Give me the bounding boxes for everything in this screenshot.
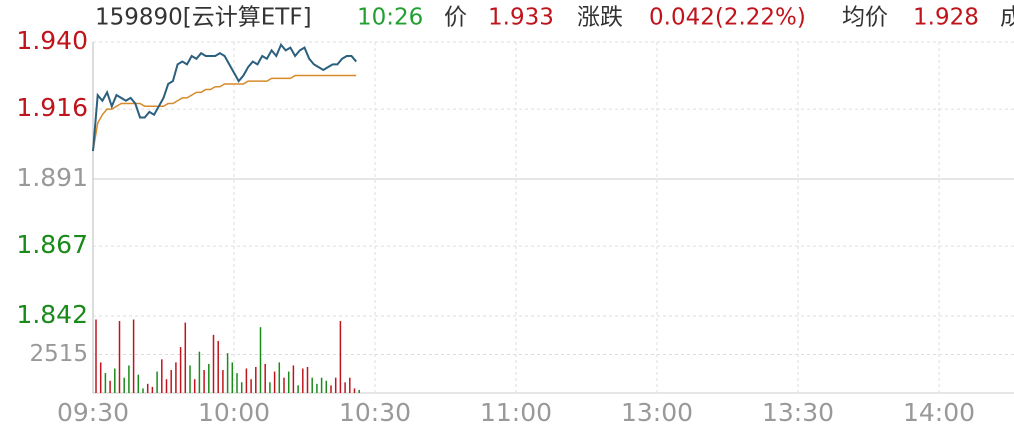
y-tick-label: 1.867 — [16, 230, 88, 259]
volume-tick-label: 2515 — [29, 341, 88, 367]
change: 0.042(2.22%) — [649, 5, 806, 31]
x-tick-label: 13:00 — [621, 398, 693, 427]
change-label: 涨跌 — [577, 5, 623, 31]
x-tick-label: 09:30 — [57, 398, 129, 427]
x-tick-label: 13:30 — [762, 398, 834, 427]
y-tick-label: 1.916 — [16, 93, 88, 122]
avg-label: 均价 — [842, 5, 888, 31]
volume-label: 成 — [1000, 5, 1014, 31]
x-tick-label: 11:00 — [480, 398, 552, 427]
y-tick-label: 1.842 — [16, 300, 88, 329]
code: 159890[云计算ETF] — [95, 5, 312, 31]
y-tick-label: 1.940 — [16, 26, 88, 55]
price-line — [92, 74, 357, 152]
price-label: 价 — [444, 5, 467, 31]
time: 10:26 — [357, 5, 423, 31]
price: 1.933 — [488, 5, 554, 31]
x-tick-label: 14:00 — [903, 398, 975, 427]
x-tick-label: 10:30 — [339, 398, 411, 427]
x-tick-label: 10:00 — [198, 398, 270, 427]
avg: 1.928 — [913, 5, 979, 31]
y-tick-label: 1.891 — [16, 163, 88, 192]
price-line — [92, 42, 357, 152]
